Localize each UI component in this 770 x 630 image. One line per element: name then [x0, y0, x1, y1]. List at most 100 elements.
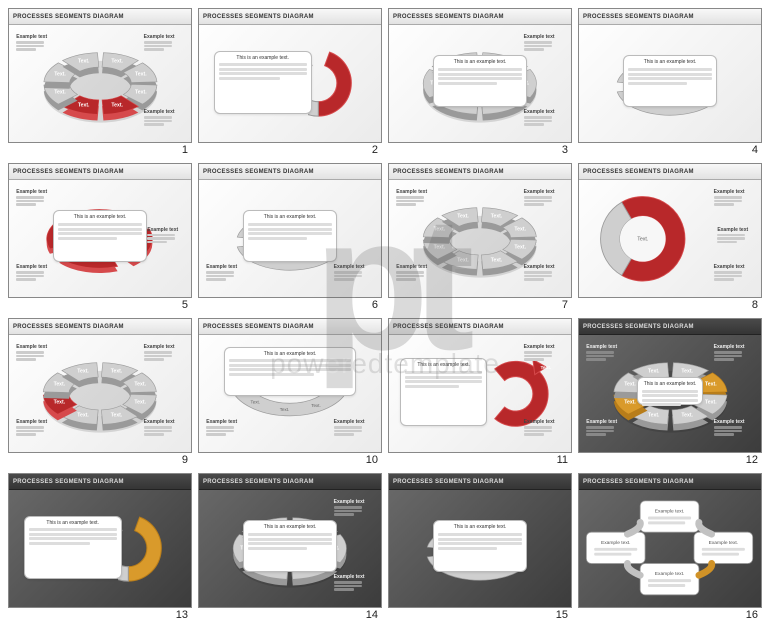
svg-text:Example text.: Example text.: [655, 508, 685, 514]
callout-br: Example text: [714, 264, 745, 282]
svg-text:Text.: Text.: [77, 102, 89, 108]
callout-br: Example text: [334, 264, 365, 282]
slide-13[interactable]: PROCESSES SEGMENTS DIAGRAM This is an exa…: [8, 473, 192, 608]
slide-8[interactable]: PROCESSES SEGMENTS DIAGRAMText.Example t…: [578, 163, 762, 298]
callout-tl: Example text: [16, 34, 47, 52]
callout-br: Example text: [524, 264, 555, 282]
svg-text:Text.: Text.: [457, 214, 469, 220]
slide-number: 3: [388, 143, 572, 157]
callout-tr: Example text: [524, 189, 555, 207]
callout-br: Example text: [524, 109, 555, 127]
slide-number: 1: [8, 143, 192, 157]
callout-br: Example text: [714, 419, 745, 437]
svg-text:Text.: Text.: [681, 412, 693, 418]
callout-bl: Example text: [206, 264, 237, 282]
slide-6[interactable]: PROCESSES SEGMENTS DIAGRAMThis is an exa…: [198, 163, 382, 298]
svg-text:Text.: Text.: [681, 369, 693, 375]
slide-title: PROCESSES SEGMENTS DIAGRAM: [9, 319, 191, 335]
callout-bl: Example text: [16, 419, 47, 437]
callout-br: Example text: [144, 419, 175, 437]
svg-text:Text.: Text.: [54, 400, 66, 406]
slide-number: 2: [198, 143, 382, 157]
slide-title: PROCESSES SEGMENTS DIAGRAM: [389, 9, 571, 25]
callout-r: Example text: [717, 227, 748, 245]
slide-number: 16: [578, 608, 762, 622]
svg-text:Text.: Text.: [77, 369, 89, 375]
diagram-graphic: [308, 34, 370, 132]
svg-text:Text.: Text.: [705, 400, 717, 406]
diagram-graphic: Text.Text.Text.Text.: [206, 387, 373, 450]
svg-text:Text.: Text.: [434, 226, 446, 232]
svg-text:Example text.: Example text.: [709, 540, 739, 546]
slide-7[interactable]: PROCESSES SEGMENTS DIAGRAM Text. Text. Text…: [388, 163, 572, 298]
slide-cell-2: PROCESSES SEGMENTS DIAGRAMThis is an exa…: [198, 8, 382, 157]
slide-title: PROCESSES SEGMENTS DIAGRAM: [389, 319, 571, 335]
slide-title: PROCESSES SEGMENTS DIAGRAM: [199, 474, 381, 490]
slide-canvas: This is an example text.: [389, 490, 571, 607]
slide-cell-16: PROCESSES SEGMENTS DIAGRAMExample text.E…: [578, 473, 762, 622]
slide-canvas: Text.Text.Text.Text.Text.Text.This is an…: [389, 25, 571, 142]
svg-text:Text.: Text.: [280, 407, 290, 412]
slide-title: PROCESSES SEGMENTS DIAGRAM: [199, 9, 381, 25]
svg-text:Text.: Text.: [135, 400, 147, 406]
slide-10[interactable]: PROCESSES SEGMENTS DIAGRAMText.Text.Text…: [198, 318, 382, 453]
svg-text:Text.: Text.: [54, 90, 66, 96]
slide-number: 7: [388, 298, 572, 312]
slide-number: 14: [198, 608, 382, 622]
center-text-box: This is an example text.: [433, 520, 528, 571]
center-text-box: This is an example text.: [224, 347, 355, 396]
slide-title: PROCESSES SEGMENTS DIAGRAM: [389, 164, 571, 180]
slide-canvas: This is an example text. Example text Exam…: [199, 180, 381, 297]
svg-text:Text.: Text.: [54, 71, 66, 77]
center-text-box: This is an example text.: [243, 210, 338, 261]
slide-12[interactable]: PROCESSES SEGMENTS DIAGRAM Text. Text. Text…: [578, 318, 762, 453]
callout-br: Example text: [144, 109, 175, 127]
slide-canvas: Text.Text.Text.Text.Text.Text.Text.Text.…: [9, 25, 191, 142]
diagram-graphic: [118, 499, 180, 597]
slide-cell-12: PROCESSES SEGMENTS DIAGRAM Text. Text. Text…: [578, 318, 762, 467]
callout-tl: Example text: [16, 344, 47, 362]
slide-title: PROCESSES SEGMENTS DIAGRAM: [9, 164, 191, 180]
slide-14[interactable]: PROCESSES SEGMENTS DIAGRAMText.Text.Text…: [198, 473, 382, 608]
svg-text:Text.: Text.: [491, 214, 503, 220]
svg-text:Text.: Text.: [457, 257, 469, 263]
svg-text:Text.: Text.: [111, 369, 123, 375]
callout-br: Example text: [524, 419, 555, 437]
slide-9[interactable]: PROCESSES SEGMENTS DIAGRAM Text. Text. Text…: [8, 318, 192, 453]
slide-15[interactable]: PROCESSES SEGMENTS DIAGRAMThis is an exa…: [388, 473, 572, 608]
slide-cell-5: PROCESSES SEGMENTS DIAGRAMText.Text.Text…: [8, 163, 192, 312]
slide-3[interactable]: PROCESSES SEGMENTS DIAGRAMText.Text.Text…: [388, 8, 572, 143]
slide-16[interactable]: PROCESSES SEGMENTS DIAGRAMExample text.E…: [578, 473, 762, 608]
svg-text:Text.: Text.: [251, 399, 261, 404]
slide-2[interactable]: PROCESSES SEGMENTS DIAGRAMThis is an exa…: [198, 8, 382, 143]
slide-canvas: Text.Text.Text.Text.Text.Text.Text.Text.…: [579, 335, 761, 452]
callout-tr: Example text: [714, 189, 745, 207]
svg-text:Text.: Text.: [135, 90, 147, 96]
slide-canvas: Text.Text.Text.Text.This is an example t…: [199, 335, 381, 452]
svg-text:Text.: Text.: [637, 236, 648, 242]
slide-title: PROCESSES SEGMENTS DIAGRAM: [579, 319, 761, 335]
slide-canvas: This is an example text.: [199, 25, 381, 142]
slide-canvas: Text.Text.Text.Text.Text.Text.This is an…: [199, 490, 381, 607]
svg-text:Text.: Text.: [77, 59, 89, 65]
svg-text:Text.: Text.: [647, 412, 659, 418]
svg-text:Text.: Text.: [77, 412, 89, 418]
svg-text:Text.: Text.: [111, 59, 123, 65]
slide-number: 11: [388, 453, 572, 467]
svg-text:Text.: Text.: [135, 381, 147, 387]
callout-bl: Example text: [396, 264, 427, 282]
center-text-box: This is an example text.: [24, 516, 122, 579]
slide-5[interactable]: PROCESSES SEGMENTS DIAGRAMText.Text.Text…: [8, 163, 192, 298]
callout-bl: Example text: [16, 264, 47, 282]
slide-title: PROCESSES SEGMENTS DIAGRAM: [579, 9, 761, 25]
slide-cell-6: PROCESSES SEGMENTS DIAGRAMThis is an exa…: [198, 163, 382, 312]
svg-text:Text.: Text.: [54, 381, 66, 387]
slide-4[interactable]: PROCESSES SEGMENTS DIAGRAMThis is an exa…: [578, 8, 762, 143]
slide-11[interactable]: PROCESSES SEGMENTS DIAGRAMText.Text.This…: [388, 318, 572, 453]
slide-title: PROCESSES SEGMENTS DIAGRAM: [9, 474, 191, 490]
slide-1[interactable]: PROCESSES SEGMENTS DIAGRAMText.Text.Text…: [8, 8, 192, 143]
callout-bl: Example text: [586, 419, 617, 437]
svg-text:Text.: Text.: [515, 245, 527, 251]
slide-cell-10: PROCESSES SEGMENTS DIAGRAMText.Text.Text…: [198, 318, 382, 467]
svg-text:Text.: Text.: [491, 257, 503, 263]
